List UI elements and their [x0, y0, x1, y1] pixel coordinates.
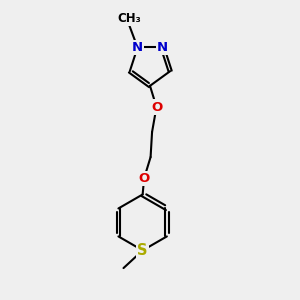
Text: N: N	[157, 41, 168, 54]
Text: S: S	[137, 243, 148, 258]
Text: O: O	[152, 100, 163, 113]
Text: CH₃: CH₃	[117, 12, 141, 25]
Text: N: N	[132, 41, 143, 54]
Text: O: O	[138, 172, 149, 185]
